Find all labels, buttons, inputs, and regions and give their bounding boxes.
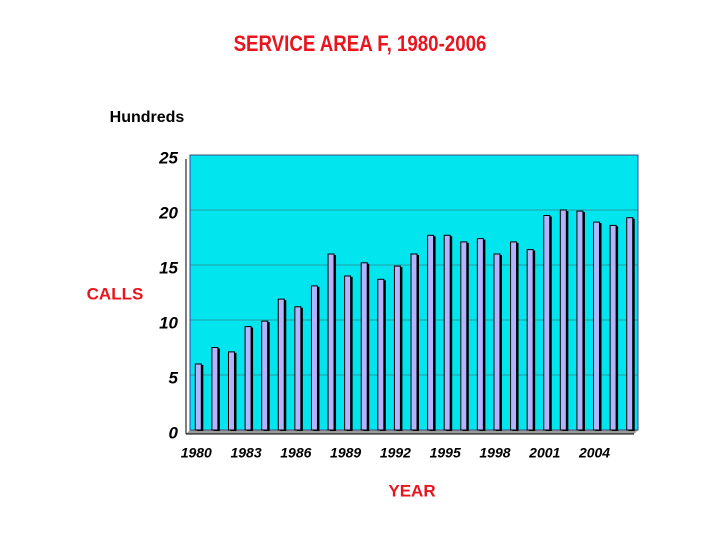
bar <box>510 241 518 431</box>
bar <box>443 234 451 431</box>
bar <box>344 275 352 431</box>
chart-title: SERVICE AREA F, 1980-2006 <box>234 32 487 56</box>
bar <box>244 326 252 431</box>
bar <box>294 306 302 431</box>
x-tick-label: 1980 <box>181 445 212 461</box>
bar <box>360 262 368 431</box>
bar <box>609 224 617 431</box>
bar <box>476 238 484 431</box>
bar <box>410 253 418 431</box>
x-tick-label: 1992 <box>380 445 411 461</box>
bar <box>460 241 468 431</box>
bar <box>194 363 202 431</box>
bar <box>393 265 401 431</box>
x-tick-label: 1995 <box>430 445 461 461</box>
x-axis-label: YEAR <box>388 481 435 500</box>
bar <box>310 285 318 431</box>
x-tick-label: 1983 <box>230 445 261 461</box>
x-tick-label: 1998 <box>479 445 510 461</box>
y-tick-label: 20 <box>158 203 178 222</box>
bar <box>576 210 584 431</box>
y-tick-label: 15 <box>159 258 178 277</box>
bar <box>559 209 567 431</box>
y-tick-label: 25 <box>158 148 178 167</box>
bar <box>227 351 235 431</box>
x-tick-label: 1989 <box>330 445 361 461</box>
plot-floor <box>186 430 638 434</box>
bar <box>493 253 501 431</box>
y-tick-label: 5 <box>169 368 179 387</box>
bar <box>626 217 634 431</box>
bar <box>327 253 335 431</box>
x-tick-label: 2004 <box>578 445 610 461</box>
y-tick-label: 0 <box>169 423 179 442</box>
x-tick-label: 1986 <box>280 445 311 461</box>
bar <box>593 221 601 431</box>
bar <box>277 298 285 431</box>
bar <box>427 234 435 431</box>
x-tick-label: 2001 <box>528 445 560 461</box>
y-tick-label: 10 <box>159 313 178 332</box>
bar <box>543 215 551 431</box>
y-unit-label: Hundreds <box>110 109 185 126</box>
bar <box>526 249 534 431</box>
y-axis-label: CALLS <box>87 284 144 303</box>
bar <box>377 278 385 431</box>
bar <box>261 320 269 431</box>
bar <box>211 347 219 431</box>
